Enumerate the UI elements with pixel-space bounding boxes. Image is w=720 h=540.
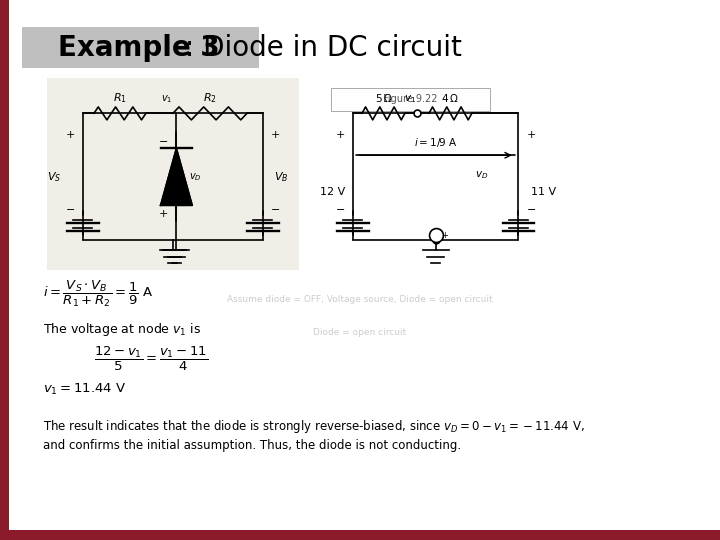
- Text: $+$: $+$: [526, 130, 536, 140]
- Text: $R_2$: $R_2$: [203, 91, 217, 105]
- Text: $i = \dfrac{V_S \cdot V_B}{R_1 + R_2} = \dfrac{1}{9}$ A: $i = \dfrac{V_S \cdot V_B}{R_1 + R_2} = …: [43, 279, 153, 309]
- Bar: [0, 0, 9, 540]
- Text: $+$: $+$: [441, 230, 449, 240]
- Text: $v_1 = 11.44$ V: $v_1 = 11.44$ V: [43, 382, 127, 397]
- Text: The result indicates that the diode is strongly reverse-biased, since $v_D = 0 -: The result indicates that the diode is s…: [43, 418, 585, 435]
- Text: $+$: $+$: [158, 208, 168, 219]
- Text: $\dfrac{12 - v_1}{5} = \dfrac{v_1 - 11}{4}$: $\dfrac{12 - v_1}{5} = \dfrac{v_1 - 11}{…: [94, 345, 208, 373]
- Text: $5\,\Omega$: $5\,\Omega$: [374, 91, 392, 104]
- Text: $V_S$: $V_S$: [47, 170, 61, 184]
- Text: $v_1$: $v_1$: [161, 93, 172, 105]
- Text: 12 V: 12 V: [320, 187, 346, 197]
- Text: $+$: $+$: [270, 130, 280, 140]
- Text: $+$: $+$: [335, 130, 345, 140]
- Text: $v_D$: $v_D$: [189, 171, 202, 183]
- Text: $V_B$: $V_B$: [274, 170, 288, 184]
- Text: $v_1$: $v_1$: [404, 93, 415, 105]
- Polygon shape: [161, 148, 192, 205]
- Text: 11 V: 11 V: [531, 187, 557, 197]
- Text: : Diode in DC circuit: : Diode in DC circuit: [176, 33, 462, 62]
- Bar: [331, 88, 490, 111]
- Bar: [22, 27, 259, 68]
- Text: Figure 9.22: Figure 9.22: [383, 94, 438, 104]
- Text: The voltage at node $v_1$ is: The voltage at node $v_1$ is: [43, 321, 202, 338]
- Text: Diode = open circuit: Diode = open circuit: [313, 328, 407, 336]
- Text: $4\,\Omega$: $4\,\Omega$: [441, 91, 459, 104]
- Text: $+$: $+$: [65, 130, 75, 140]
- Text: and confirms the initial assumption. Thus, the diode is not conducting.: and confirms the initial assumption. Thu…: [43, 439, 462, 452]
- Text: $-$: $-$: [335, 203, 345, 213]
- Bar: [0, 530, 720, 540]
- Bar: [47, 78, 299, 270]
- Text: $R_1$: $R_1$: [113, 91, 127, 105]
- Text: $-$: $-$: [526, 203, 536, 213]
- Text: $v_D$: $v_D$: [475, 169, 489, 181]
- Text: Example 3: Example 3: [58, 33, 220, 62]
- Text: $-$: $-$: [158, 136, 168, 145]
- Text: $-$: $-$: [270, 203, 280, 213]
- Text: $i = 1/9$ A: $i = 1/9$ A: [414, 136, 457, 148]
- Text: Assume diode = OFF; Voltage source, Diode = open circuit: Assume diode = OFF; Voltage source, Diod…: [228, 295, 492, 304]
- Text: $-$: $-$: [65, 203, 75, 213]
